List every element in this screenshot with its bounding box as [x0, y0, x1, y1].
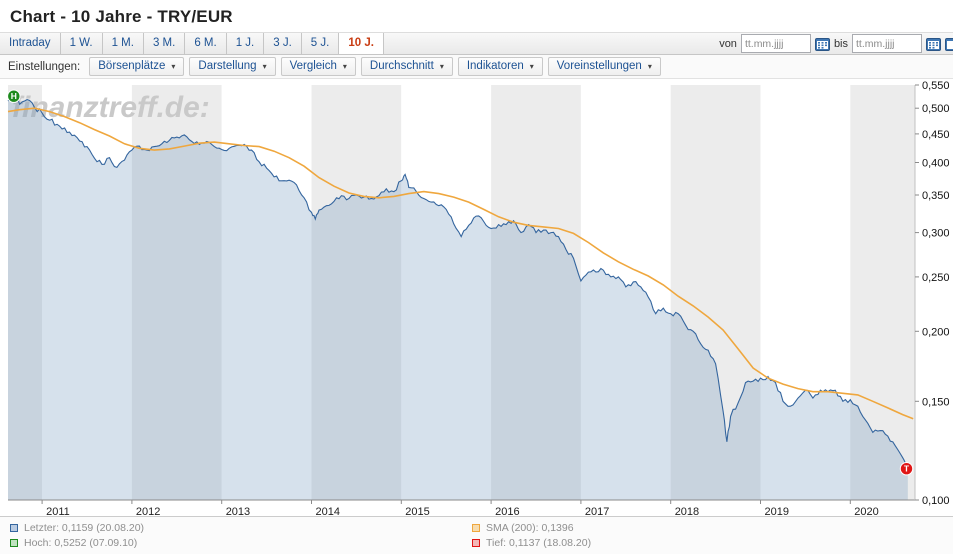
settings-dropdown-voreinstellungen[interactable]: Voreinstellungen ▾ [547, 57, 661, 76]
price-area [8, 96, 908, 500]
dropdown-label: Börsenplätze [98, 60, 166, 72]
legend-label: SMA (200): 0,1396 [486, 521, 574, 534]
settings-dropdown-durchschnitt[interactable]: Durchschnitt ▾ [360, 57, 453, 76]
period-tab-3m[interactable]: 3 M. [144, 33, 186, 54]
svg-text:0,400: 0,400 [922, 158, 950, 170]
dropdown-label: Indikatoren [466, 60, 524, 72]
svg-text:2011: 2011 [46, 506, 70, 516]
period-toolbar: Intraday 1 W. 1 M. 3 M. 6 M. 1 J. 3 J. 5 J. 10 J… [0, 32, 953, 55]
period-tab-1m[interactable]: 1 M. [103, 33, 144, 54]
chevron-down-icon: ▾ [439, 61, 444, 71]
svg-text:0,550: 0,550 [922, 80, 950, 92]
svg-text:0,250: 0,250 [922, 272, 950, 284]
dropdown-label: Durchschnitt [369, 60, 434, 72]
price-line [7, 95, 909, 469]
chevron-down-icon: ▾ [171, 61, 176, 71]
svg-text:0,150: 0,150 [922, 396, 950, 408]
legend-item-letzter: Letzter: 0,1159 (20.08.20) [10, 522, 472, 534]
svg-text:0,500: 0,500 [922, 103, 950, 115]
svg-text:0,300: 0,300 [922, 228, 950, 240]
legend-label: Hoch: 0,5252 (07.09.10) [24, 537, 138, 550]
svg-text:0,100: 0,100 [922, 495, 950, 507]
legend-item-sma: SMA (200): 0,1396 [472, 522, 943, 534]
chart-area[interactable]: finanztreff.de: 2011 2012 2013 2014 2015 2016 2… [0, 79, 953, 516]
settings-dropdown-boersenplaetze[interactable]: Börsenplätze ▾ [89, 57, 185, 76]
chevron-down-icon: ▾ [262, 61, 267, 71]
svg-text:2013: 2013 [226, 506, 250, 516]
period-tab-1j[interactable]: 1 J. [227, 33, 265, 54]
settings-bar: Einstellungen: Börsenplätze ▾ Darstellung ▾… [0, 55, 953, 79]
legend-swatch [472, 539, 480, 548]
calendar-icon[interactable] [926, 37, 941, 51]
svg-text:0,350: 0,350 [922, 190, 950, 202]
period-tab-10j[interactable]: 10 J. [339, 33, 384, 54]
period-tab-intraday[interactable]: Intraday [0, 33, 61, 54]
settings-dropdowns: Börsenplätze ▾ Darstellung ▾ Vergleich ▾ Durch… [89, 57, 661, 76]
svg-text:T: T [904, 464, 910, 474]
legend-label: Tief: 0,1137 (18.08.20) [486, 537, 592, 550]
legend-swatch [472, 523, 480, 532]
chart-svg[interactable]: finanztreff.de:2011 2012 2013 2014 2015 2016 2… [0, 79, 953, 516]
legend-swatch [10, 539, 18, 548]
date-from-label: von [719, 37, 737, 50]
legend-item-hoch: Hoch: 0,5252 (07.09.10) [10, 537, 472, 549]
low-marker: T [899, 462, 914, 476]
settings-dropdown-vergleich[interactable]: Vergleich ▾ [280, 57, 356, 76]
svg-text:2012: 2012 [136, 506, 160, 516]
date-range-controls: von bis [719, 33, 953, 54]
date-to-input[interactable] [852, 34, 922, 53]
legend-label: Letzter: 0,1159 (20.08.20) [24, 521, 145, 534]
chevron-down-icon: ▾ [647, 61, 652, 71]
svg-text:0,450: 0,450 [922, 129, 950, 141]
svg-text:2015: 2015 [405, 506, 429, 516]
legend-swatch [10, 523, 18, 532]
settings-label: Einstellungen: [8, 60, 81, 73]
svg-text:2020: 2020 [854, 506, 878, 516]
year-bands [8, 85, 915, 500]
watermark-text: finanztreff.de: [12, 91, 210, 124]
svg-text:2016: 2016 [495, 506, 519, 516]
x-axis: 2011 2012 2013 2014 2015 2016 2017 2018 2019 2020 [8, 499, 915, 516]
dropdown-label: Vergleich [289, 60, 337, 72]
period-tabs: Intraday 1 W. 1 M. 3 M. 6 M. 1 J. 3 J. 5 J. 10 J… [0, 33, 384, 54]
sma-line [7, 107, 914, 420]
date-from-input[interactable] [740, 34, 811, 53]
dropdown-label: Darstellung [198, 60, 257, 72]
page-title: Chart - 10 Jahre - TRY/EUR [10, 7, 233, 26]
date-to-label: bis [833, 37, 848, 50]
svg-text:H: H [11, 91, 17, 101]
chevron-down-icon: ▾ [529, 61, 534, 71]
legend-item-tief: Tief: 0,1137 (18.08.20) [472, 537, 943, 549]
svg-text:2014: 2014 [316, 506, 340, 516]
y-axis: 0,550 0,500 0,450 0,400 0,350 0,300 0,250 0,200… [914, 80, 950, 507]
dropdown-label: Voreinstellungen [556, 60, 642, 72]
chart-legend: Letzter: 0,1159 (20.08.20) Hoch: 0,5252 (… [0, 516, 953, 554]
period-tab-6m[interactable]: 6 M. [185, 33, 227, 54]
settings-dropdown-indikatoren[interactable]: Indikatoren ▾ [457, 57, 543, 76]
svg-text:0,200: 0,200 [922, 326, 950, 338]
svg-text:2019: 2019 [765, 506, 789, 516]
title-row: Chart - 10 Jahre - TRY/EUR [0, 0, 953, 32]
calendar-icon-cutoff[interactable] [945, 37, 953, 51]
period-tab-1w[interactable]: 1 W. [61, 33, 103, 54]
period-tab-3j[interactable]: 3 J. [264, 33, 302, 54]
high-marker: H [7, 89, 21, 103]
svg-text:2018: 2018 [675, 506, 699, 516]
period-tab-5j[interactable]: 5 J. [302, 33, 340, 54]
svg-text:2017: 2017 [585, 506, 609, 516]
calendar-icon[interactable] [814, 37, 830, 51]
settings-dropdown-darstellung[interactable]: Darstellung ▾ [189, 57, 276, 76]
chevron-down-icon: ▾ [342, 61, 347, 71]
